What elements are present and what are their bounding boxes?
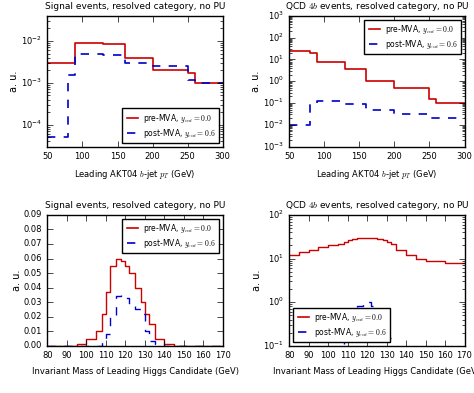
Title: QCD $4b$ events, resolved category, no PU: QCD $4b$ events, resolved category, no P… [284,199,469,212]
Title: QCD $4b$ events, resolved category, no PU: QCD $4b$ events, resolved category, no P… [284,0,469,13]
Legend: pre-MVA, $y_{cut}=0.0$, post-MVA, $y_{cut}=0.6$: pre-MVA, $y_{cut}=0.0$, post-MVA, $y_{cu… [364,20,461,54]
Y-axis label: a. u.: a. u. [12,270,22,291]
X-axis label: Invariant Mass of Leading Higgs Candidate (GeV): Invariant Mass of Leading Higgs Candidat… [273,367,474,376]
Y-axis label: a. u.: a. u. [251,70,261,92]
Legend: pre-MVA, $y_{cut}=0.0$, post-MVA, $y_{cut}=0.6$: pre-MVA, $y_{cut}=0.0$, post-MVA, $y_{cu… [122,219,219,253]
Legend: pre-MVA, $y_{cut}=0.0$, post-MVA, $y_{cut}=0.6$: pre-MVA, $y_{cut}=0.0$, post-MVA, $y_{cu… [122,108,219,143]
X-axis label: Invariant Mass of Leading Higgs Candidate (GeV): Invariant Mass of Leading Higgs Candidat… [32,367,238,376]
Y-axis label: a. u.: a. u. [9,70,19,92]
Legend: pre-MVA, $y_{cut}=0.0$, post-MVA, $y_{cut}=0.6$: pre-MVA, $y_{cut}=0.0$, post-MVA, $y_{cu… [293,308,390,342]
Title: Signal events, resolved category, no PU: Signal events, resolved category, no PU [45,2,225,11]
Y-axis label: a. u.: a. u. [252,270,262,291]
X-axis label: Leading AKT04 $b$-jet $p_T$ (GeV): Leading AKT04 $b$-jet $p_T$ (GeV) [74,168,196,181]
Title: Signal events, resolved category, no PU: Signal events, resolved category, no PU [45,201,225,210]
X-axis label: Leading AKT04 $b$-jet $p_T$ (GeV): Leading AKT04 $b$-jet $p_T$ (GeV) [316,168,438,181]
